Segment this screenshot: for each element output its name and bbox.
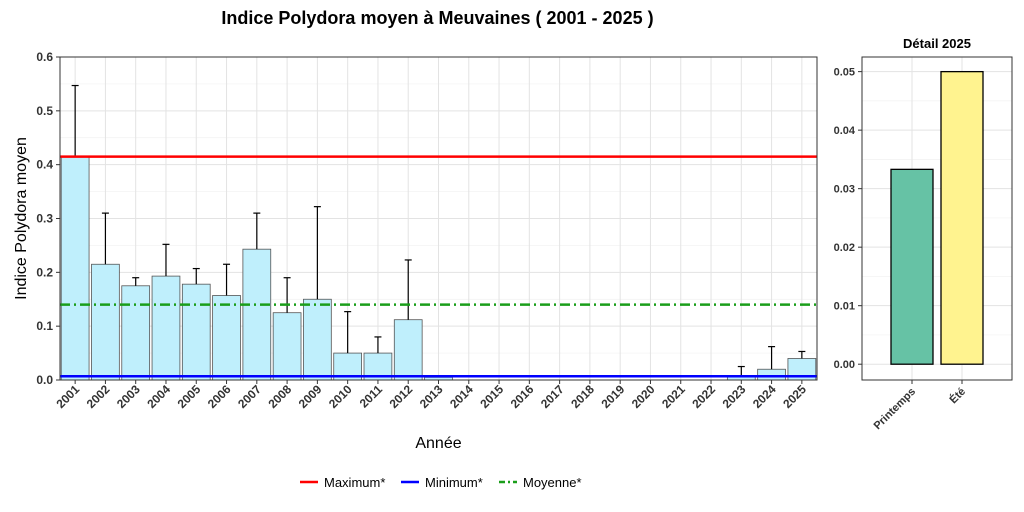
x-tick-label: 2004 [144, 382, 173, 411]
detail-y-tick-label: 0.00 [834, 359, 855, 371]
bar-2001 [60, 156, 90, 381]
x-tick-label: 2016 [508, 382, 537, 411]
x-tick-label: 2013 [417, 382, 446, 411]
x-axis-title: Année [415, 435, 461, 452]
x-tick-label: 2012 [387, 382, 416, 411]
detail-plot-background [862, 57, 1012, 380]
x-tick-label: 2020 [629, 382, 658, 411]
x-tick-label: 2003 [114, 382, 143, 411]
bar-2012 [393, 319, 423, 381]
detail-y-tick-label: 0.04 [834, 125, 856, 137]
detail-y-tick-label: 0.01 [834, 301, 855, 313]
x-tick-label: 2002 [84, 382, 113, 411]
bar-2024 [757, 368, 786, 381]
detail-chart-panel: Détail 2025 0.00 0.01 0.02 0.03 0.04 0.05 Print… [834, 36, 1013, 433]
detail-bar-été [940, 70, 984, 365]
y-tick-label: 0.4 [36, 158, 53, 172]
bar-2007 [242, 248, 272, 381]
detail-panel-title: Détail 2025 [903, 36, 971, 51]
detail-y-tick-label: 0.05 [834, 67, 855, 79]
x-tick-label: 2015 [477, 382, 506, 411]
detail-x-tick-label: Été [947, 385, 968, 406]
detail-y-tick-label: 0.03 [834, 184, 855, 196]
x-tick-label: 2023 [720, 382, 749, 411]
x-tick-label: 2022 [689, 382, 718, 411]
bar-2006 [212, 295, 241, 381]
bar-2009 [303, 298, 332, 381]
y-tick-label: 0.2 [36, 265, 53, 279]
detail-y-tick-label: 0.02 [834, 242, 855, 254]
bar-2002 [91, 263, 120, 381]
detail-plot-border [861, 56, 1013, 381]
bar-2008 [272, 312, 302, 381]
x-tick-label: 2021 [659, 382, 688, 411]
y-tick-label: 0.5 [36, 104, 53, 118]
chart-title: Indice Polydora moyen à Meuvaines ( 2001… [221, 8, 654, 28]
x-tick-label: 2001 [53, 382, 82, 411]
x-tick-label: 2019 [599, 382, 628, 411]
bar-2005 [181, 283, 211, 381]
x-tick-label: 2010 [326, 382, 355, 411]
x-tick-label: 2005 [175, 382, 204, 411]
y-tick-label: 0.6 [36, 50, 53, 64]
y-tick-label: 0.3 [36, 212, 53, 226]
x-tick-label: 2024 [750, 382, 779, 411]
legend-label: Moyenne* [523, 475, 582, 490]
x-tick-label: 2008 [265, 382, 294, 411]
legend: Maximum* Minimum* Moyenne* [300, 475, 582, 490]
x-tick-label: 2014 [447, 382, 476, 411]
x-tick-label: 2025 [780, 382, 809, 411]
x-tick-label: 2017 [538, 382, 567, 411]
detail-bar-printemps [890, 168, 934, 365]
bar-2003 [121, 285, 151, 381]
y-axis-title: Indice Polydora moyen [13, 137, 30, 300]
detail-x-tick-label: Printemps [872, 386, 919, 433]
y-tick-label: 0.1 [36, 319, 53, 333]
x-tick-label: 2006 [205, 382, 234, 411]
x-tick-label: 2009 [296, 382, 325, 411]
y-tick-label: 0.0 [36, 373, 53, 387]
x-tick-label: 2011 [357, 382, 386, 411]
x-tick-label: 2018 [568, 382, 597, 411]
legend-label: Maximum* [324, 475, 385, 490]
bar-2004 [151, 275, 181, 381]
legend-label: Minimum* [425, 475, 483, 490]
x-tick-label: 2007 [235, 382, 264, 411]
